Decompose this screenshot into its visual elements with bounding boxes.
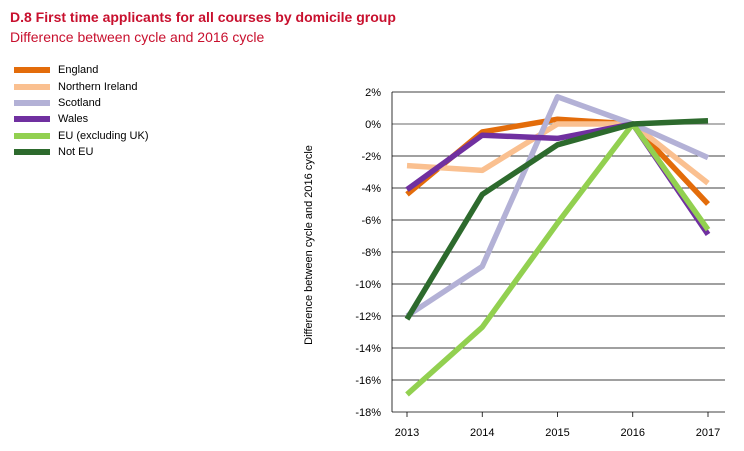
legend-item: England [14,62,148,78]
y-tick-label: -6% [361,215,381,227]
axes [391,92,709,417]
y-tick-label: -4% [361,183,381,195]
y-tick-label: -10% [355,279,381,291]
legend-item: Wales [14,111,148,127]
legend-swatch [14,99,50,106]
series-line-northern-ireland [406,121,710,186]
chart-title: D.8 First time applicants for all course… [10,9,396,25]
y-tick-label: -12% [355,311,381,323]
y-tick-label: -16% [355,375,381,387]
legend: England Northern Ireland Scotland Wales EU (… [14,62,148,160]
y-tick-labels: 2% 0% -2% -4% -6% -8% -10% -12% -14% -16% -18% [355,87,381,419]
series-lines [404,94,711,397]
legend-item: Scotland [14,95,148,111]
legend-label: Wales [58,113,89,126]
legend-swatch [14,67,50,74]
legend-item: Northern Ireland [14,78,148,94]
x-tick-label: 2015 [545,427,569,439]
x-tick-label: 2017 [696,427,720,439]
series-line-eu-excluding-uk [405,121,711,397]
y-tick-label: -14% [355,343,381,355]
legend-label: Northern Ireland [58,80,138,93]
y-tick-label: 0% [365,119,381,131]
legend-label: England [58,64,99,77]
y-tick-label: -2% [361,151,381,163]
y-tick-label: 2% [365,87,381,99]
y-axis-label: Difference between cycle and 2016 cycle [303,145,315,345]
series-line-scotland [405,94,710,319]
legend-swatch [14,83,50,90]
legend-item: Not EU [14,144,148,160]
legend-swatch [14,116,50,123]
series-line-wales [405,121,711,236]
x-tick-labels: 2013 2014 2015 2016 2017 [395,427,720,439]
chart-subtitle: Difference between cycle and 2016 cycle [10,29,265,45]
x-tick-label: 2016 [621,427,645,439]
legend-swatch [14,132,50,139]
legend-label: EU (excluding UK) [58,129,149,142]
y-tick-label: -18% [355,407,381,419]
legend-label: Scotland [58,96,101,109]
legend-swatch [14,149,50,156]
legend-label: Not EU [58,146,94,159]
y-tick-label: -8% [361,247,381,259]
x-tick-label: 2013 [395,427,419,439]
legend-item: EU (excluding UK) [14,128,148,144]
series-line-not-eu [404,118,709,321]
x-tick-label: 2014 [470,427,494,439]
